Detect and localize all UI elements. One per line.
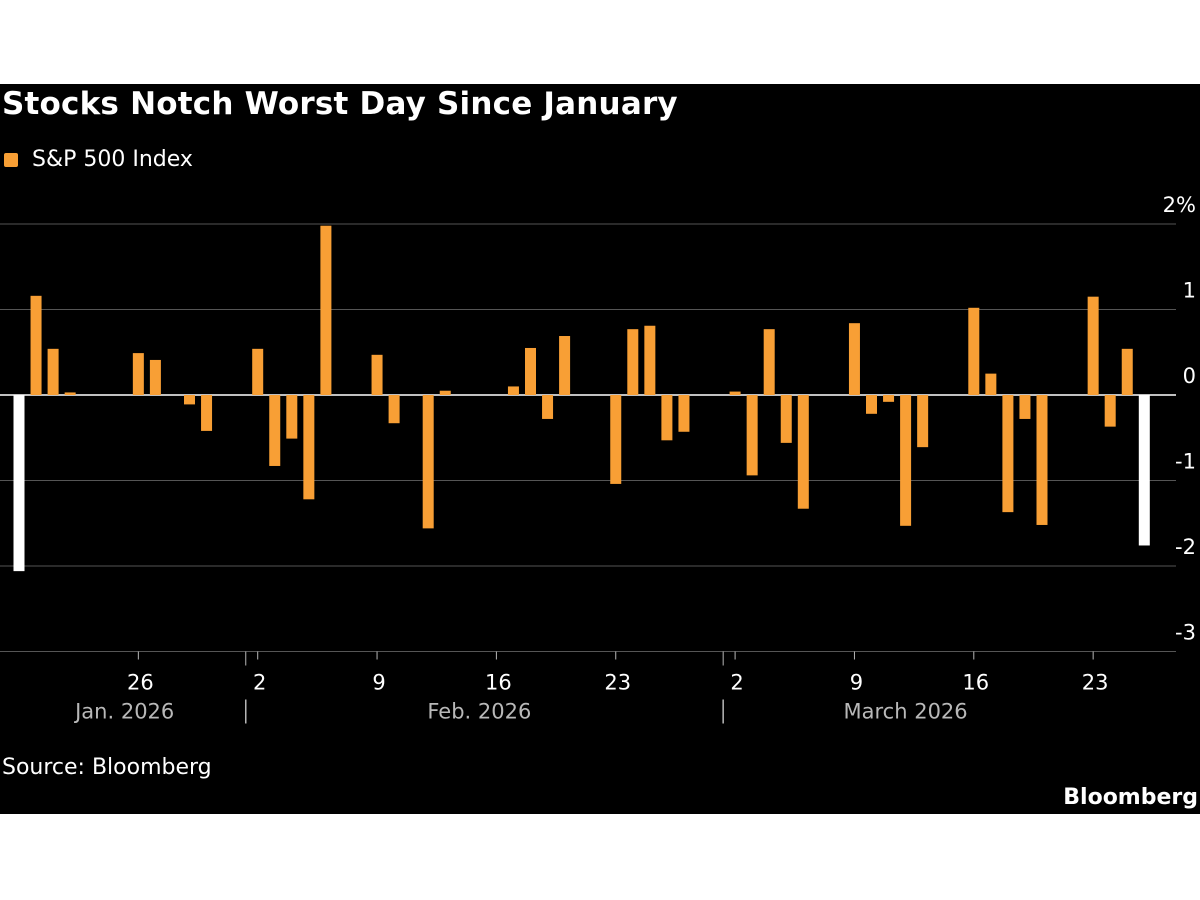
y-tick-label: 0 [1183,364,1196,388]
bar [968,307,980,395]
brand-logo: Bloomberg [1063,785,1198,810]
bar [559,336,571,395]
bar [269,395,281,466]
bar-chart: 2% 1 0 -1 -2 -3 26 2 9 16 23 2 9 16 23 Jan. 2026 Feb. 20… [0,193,1196,724]
bar [678,395,690,432]
chart-title: Stocks Notch Worst Day Since January [2,86,678,122]
bar [1036,395,1048,525]
bar [661,395,673,441]
bar [797,395,809,509]
bar [1019,395,1031,419]
bar [149,359,161,395]
x-tick-label: 9 [372,671,385,695]
x-tick-label: 16 [962,671,989,695]
bar [371,354,383,395]
legend-label: S&P 500 Index [32,147,193,172]
y-tick-label: 1 [1183,279,1196,303]
bar [644,325,656,395]
legend-swatch [4,152,18,167]
x-tick-label: 2 [730,671,743,695]
bar [439,390,451,395]
bar [1121,348,1133,395]
bar [201,395,213,431]
bar [985,373,997,395]
month-label: March 2026 [844,700,968,724]
bar [388,395,400,424]
x-tick-label: 23 [1082,671,1109,695]
bar [64,392,76,395]
y-tick-label: 2% [1163,193,1196,217]
bar [13,395,25,572]
x-tick-label: 2 [253,671,266,695]
bar [866,395,877,414]
x-tick-label: 9 [850,671,863,695]
x-tick-label: 23 [604,671,631,695]
bar [30,295,42,395]
source-note: Source: Bloomberg [2,755,212,780]
bar [883,395,895,402]
bar [542,395,554,419]
bar [900,395,912,526]
bar [422,395,434,529]
bar [763,329,775,395]
bar [917,395,929,448]
bar [729,391,741,395]
x-tick-label: 26 [127,671,154,695]
bar [47,348,59,395]
bar [1104,395,1116,427]
bar [525,347,536,395]
bar [848,323,860,395]
y-tick-label: -1 [1175,450,1196,474]
bar [320,225,332,395]
bar [780,395,792,443]
bar [1138,395,1150,546]
bar [286,395,298,439]
month-label: Feb. 2026 [427,700,531,724]
bar [746,395,758,476]
bar [184,395,195,405]
x-tick-label: 16 [485,671,512,695]
bar [303,395,315,500]
bar [252,348,264,395]
bar [507,386,519,395]
bar [610,395,622,484]
y-tick-label: -3 [1175,621,1196,645]
y-tick-label: -2 [1175,535,1196,559]
bar [132,353,144,395]
chart-panel [0,84,1200,814]
month-label: Jan. 2026 [73,700,174,724]
legend: S&P 500 Index [4,147,193,172]
bar [1087,296,1099,395]
bar [1002,395,1014,513]
bar [627,329,639,395]
